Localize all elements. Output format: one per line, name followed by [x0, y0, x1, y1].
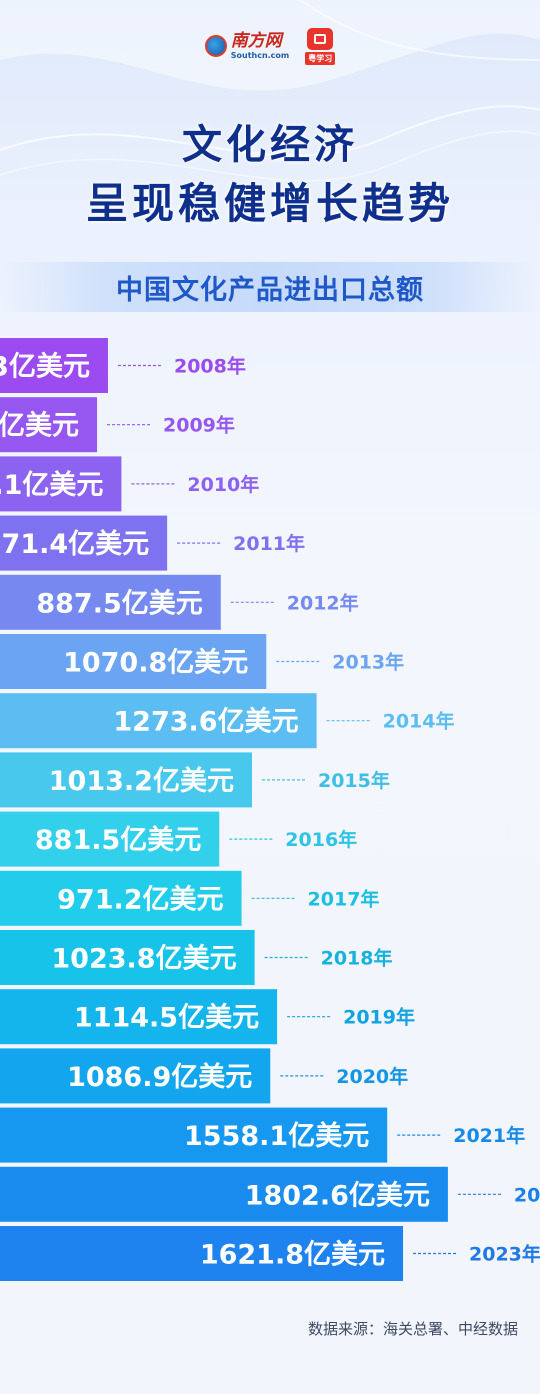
yuexuexi-logo-label: 粤学习: [305, 51, 336, 65]
bar-value-label: 881.5亿美元: [35, 824, 201, 856]
year-label: 2012年: [287, 591, 359, 614]
data-source: 数据来源：海关总署、中经数据: [307, 1320, 518, 1338]
page-title-line1: 文化经济: [182, 122, 358, 168]
bar-value-label: 1802.6亿美元: [245, 1179, 430, 1211]
bar-value-label: 1114.5亿美元: [74, 1002, 259, 1034]
page-title-line2: 呈现稳健增长趋势: [85, 179, 454, 228]
year-label: 2017年: [308, 887, 380, 910]
bar-value-label: 1273.6亿美元: [113, 706, 298, 738]
bar: [0, 1048, 271, 1104]
bar: [0, 930, 255, 985]
year-label: 2010年: [187, 473, 259, 496]
yuexuexi-logo: 粤学习: [305, 27, 336, 65]
bar: [0, 1107, 388, 1163]
bar-value-label: 1086.9亿美元: [67, 1061, 252, 1093]
bar: [0, 634, 267, 689]
year-label: 2013年: [332, 651, 404, 674]
bar: [0, 338, 108, 393]
bar-value-label: 388.9亿美元: [0, 410, 79, 442]
southcn-logo-cn: 南方网: [230, 30, 282, 51]
subtitle-band: [0, 262, 540, 312]
bar: [0, 811, 220, 867]
year-label: 2021年: [453, 1124, 525, 1147]
bar: [0, 1226, 404, 1281]
southcn-logo-en: Southcn.com: [230, 50, 290, 60]
bar: [0, 456, 122, 512]
year-label: 2011年: [233, 532, 305, 555]
bar: [0, 574, 221, 630]
year-label: 2009年: [163, 414, 235, 437]
bar: [0, 989, 278, 1045]
bar-value-label: 1023.8亿美元: [51, 943, 236, 975]
yuexuexi-logo-icon: [307, 27, 334, 50]
header-logos: 南方网 Southcn.com 粤学习: [0, 24, 540, 68]
bar-value-label: 1070.8亿美元: [63, 647, 248, 679]
chart-subtitle: 中国文化产品进出口总额: [116, 275, 424, 306]
southcn-logo: 南方网 Southcn.com: [204, 30, 290, 60]
year-label: 2008年: [174, 355, 246, 378]
year-label: 2023年: [469, 1243, 540, 1266]
year-label: 2022年: [514, 1183, 540, 1206]
bar: [0, 693, 317, 749]
southcn-logo-icon: [204, 35, 227, 57]
bar-value-label: 487.1亿美元: [0, 469, 103, 501]
year-label: 2014年: [383, 710, 455, 733]
year-label: 2019年: [343, 1006, 415, 1029]
year-label: 2016年: [285, 828, 357, 851]
year-label: 2018年: [321, 947, 393, 970]
bar-value-label: 671.4亿美元: [0, 528, 149, 560]
bar-value-label: 433亿美元: [0, 351, 90, 383]
bar-value-label: 1558.1亿美元: [184, 1120, 369, 1152]
bar: [0, 1166, 448, 1222]
bar: [0, 752, 252, 808]
bar-value-label: 1013.2亿美元: [49, 765, 234, 797]
year-label: 2015年: [318, 769, 390, 792]
bar: [0, 397, 98, 453]
year-label: 2020年: [336, 1065, 408, 1088]
bar-value-label: 1621.8亿美元: [200, 1239, 385, 1271]
bar-value-label: 971.2亿美元: [57, 883, 223, 915]
bar: [0, 515, 168, 571]
bar-value-label: 887.5亿美元: [36, 587, 202, 619]
bar: [0, 870, 242, 926]
